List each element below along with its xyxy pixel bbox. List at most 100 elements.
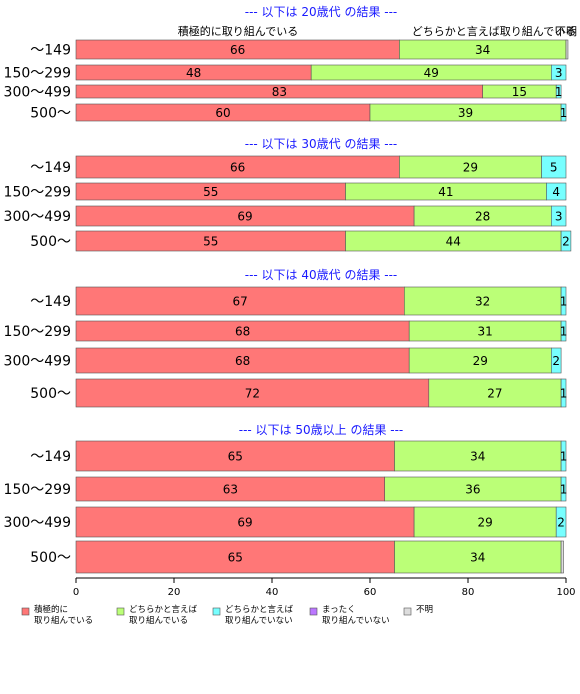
category-label: 500～ [30, 234, 71, 250]
category-label: 500～ [30, 106, 71, 122]
data-label: 67 [233, 295, 248, 309]
data-label: 29 [478, 516, 493, 530]
bar-segment-active [75, 440, 395, 472]
x-tick-label: 0 [73, 587, 79, 598]
bar-row: 500～ 55 44 2 [30, 230, 572, 252]
legend-label: 不明 [416, 605, 433, 615]
bar-row: 300～499 83 15 1 [4, 85, 563, 101]
legend-swatch [309, 607, 318, 616]
x-axis: 0 20 40 60 80 100 [73, 577, 576, 598]
data-label: 29 [463, 161, 478, 175]
bar-segment-somewhat_not [560, 103, 567, 122]
category-label: 500～ [30, 550, 71, 566]
data-label: 66 [230, 161, 245, 175]
data-label: 1 [560, 106, 568, 120]
bar-row: ～149 66 29 5 [30, 155, 567, 179]
data-label: 34 [470, 551, 485, 565]
x-tick-label: 100 [556, 587, 575, 598]
bar-row: 300～499 68 29 2 [4, 347, 562, 374]
legend-label: 積極的に [34, 604, 68, 615]
category-label: ～149 [30, 294, 71, 310]
bar-row: ～149 65 34 1 [30, 440, 568, 472]
bar-segment-somewhat_not [560, 230, 572, 252]
legend-label: まったく [322, 605, 356, 615]
data-label: 1 [560, 450, 568, 464]
data-label: 2 [552, 354, 560, 368]
bar-segment-active [75, 286, 405, 316]
data-label: 68 [235, 354, 250, 368]
group-1: --- 以下は 20歳代 の結果 --- ～149 66 34 150～299 48 49 3… [4, 5, 569, 122]
category-label: 150～299 [4, 185, 71, 201]
bar-segment-somewhat_not [560, 286, 567, 316]
x-tick-label: 20 [168, 587, 181, 598]
legend-item-somewhat: どちらかと言えば取り組んでいる [116, 604, 198, 626]
category-label: ～149 [30, 43, 71, 59]
legend: 積極的に取り組んでいる どちらかと言えば取り組んでいるどちらかと言えば取り組んでい… [21, 604, 433, 626]
bar-row: 300～499 69 29 2 [4, 506, 567, 538]
bar-segment-active [75, 347, 410, 374]
bar-segment-somewhat [428, 378, 562, 408]
data-label: 1 [560, 483, 568, 497]
category-label: 150～299 [4, 482, 71, 498]
data-label: 4 [552, 185, 560, 199]
bar-row: 150～299 63 36 1 [4, 476, 568, 502]
bar-segment-somewhat_not [560, 476, 567, 502]
data-label: 55 [203, 185, 218, 199]
bar-segment-somewhat [384, 476, 562, 502]
column-label-active: 積極的に取り組んでいる [178, 24, 298, 38]
data-label: 68 [235, 325, 250, 339]
data-label: 63 [223, 483, 238, 497]
bar-segment-somewhat [394, 440, 562, 472]
data-label: 15 [512, 85, 527, 99]
bar-segment-somewhat_not [560, 440, 567, 472]
bar-segment-somewhat_not [541, 155, 567, 179]
legend-label: 取り組んでいない [322, 615, 390, 626]
data-label: 32 [475, 295, 490, 309]
data-label: 65 [228, 450, 243, 464]
bar-segment-somewhat_not [560, 378, 567, 408]
x-tick-label: 60 [364, 587, 377, 598]
column-label-unknown: 不明 [555, 25, 577, 38]
group-4: --- 以下は 50歳以上 の結果 --- ～149 65 34 1 150～299 63 3… [4, 423, 568, 574]
data-label: 41 [438, 185, 453, 199]
bar-row: 150～299 48 49 3 [4, 64, 567, 82]
bar-segment-active [75, 476, 386, 502]
category-label: 300～499 [4, 85, 71, 101]
group-2: --- 以下は 30歳代 の結果 --- ～149 66 29 5 150～299 55 41… [4, 137, 572, 252]
data-label: 39 [458, 106, 473, 120]
data-label: 29 [473, 354, 488, 368]
data-label: 72 [245, 387, 260, 401]
data-label: 34 [475, 43, 490, 57]
data-label: 2 [557, 516, 565, 530]
bar-segment-unknown [565, 39, 569, 60]
legend-item-active: 積極的に取り組んでいる [21, 604, 93, 626]
bar-segment-somewhat_not [550, 205, 567, 227]
x-tick-label: 40 [266, 587, 279, 598]
data-label: 2 [562, 235, 570, 249]
group-3: --- 以下は 40歳代 の結果 --- ～149 67 32 1 150～299 68 31… [4, 268, 567, 408]
data-label: 27 [487, 387, 502, 401]
legend-swatch [21, 607, 30, 616]
bar-row: 300～499 69 28 3 [4, 205, 567, 227]
bar-segment-somewhat [413, 506, 557, 538]
bar-segment-somewhat_not [546, 182, 567, 201]
data-label: 69 [237, 516, 252, 530]
data-label: 49 [424, 66, 439, 80]
category-label: 300～499 [4, 209, 71, 225]
category-label: ～149 [30, 160, 71, 176]
group-title: --- 以下は 30歳代 の結果 --- [245, 137, 398, 151]
bar-segment-somewhat_not [550, 64, 567, 81]
data-label: 44 [446, 235, 461, 249]
bar-row: ～149 66 34 [30, 39, 569, 60]
data-label: 36 [465, 483, 480, 497]
data-label: 5 [550, 161, 558, 175]
bar-segment-somewhat [394, 540, 562, 574]
category-label: ～149 [30, 449, 71, 465]
legend-item-unknown: 不明 [403, 605, 433, 616]
legend-label: 取り組んでいる [34, 615, 93, 626]
legend-swatch [403, 607, 412, 616]
data-label: 66 [230, 43, 245, 57]
